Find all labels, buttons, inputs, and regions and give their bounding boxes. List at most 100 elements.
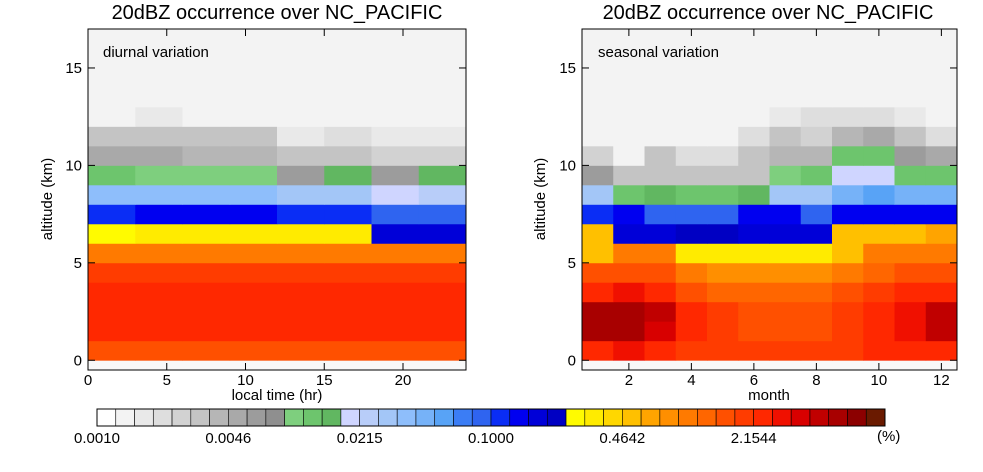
colorbar-swatch bbox=[134, 408, 154, 427]
diurnal-heatmap-cell bbox=[182, 340, 231, 361]
seasonal-heatmap-cell bbox=[582, 48, 614, 69]
seasonal-heatmap-cell bbox=[644, 204, 677, 225]
diurnal-heatmap-cell bbox=[277, 340, 325, 361]
seasonal-heatmap-cell bbox=[582, 223, 614, 244]
diurnal-panel: 20dBZ occurrence over NC_PACIFIC 0 5 10 15 2… bbox=[39, 2, 467, 404]
diurnal-heatmap-cell bbox=[277, 165, 325, 186]
diurnal-heatmap-cell bbox=[371, 301, 420, 322]
colorbar-swatch bbox=[96, 408, 117, 427]
seasonal-heatmap-cell bbox=[832, 67, 864, 88]
diurnal-heatmap-cell bbox=[229, 87, 278, 108]
diurnal-heatmap-cell bbox=[88, 126, 136, 147]
seasonal-heatmap-cell bbox=[925, 301, 958, 322]
seasonal-heatmap-cell bbox=[707, 87, 739, 108]
diurnal-heatmap-cell bbox=[418, 243, 467, 264]
diurnal-x-tick-label: 20 bbox=[395, 372, 412, 389]
diurnal-heatmap-cell bbox=[277, 301, 325, 322]
diurnal-heatmap-cell bbox=[277, 243, 325, 264]
diurnal-heatmap-cell bbox=[182, 29, 231, 49]
diurnal-heatmap-cell bbox=[371, 243, 420, 264]
diurnal-heatmap-cell bbox=[88, 165, 136, 186]
seasonal-x-tick-label: 6 bbox=[750, 372, 758, 389]
colorbar-swatch bbox=[828, 408, 848, 427]
colorbar-tick-label: 0.1000 bbox=[468, 430, 514, 447]
diurnal-heatmap-cell bbox=[135, 282, 183, 303]
seasonal-heatmap-cell bbox=[800, 243, 833, 264]
colorbar-swatch bbox=[809, 408, 830, 427]
seasonal-heatmap-cell bbox=[863, 204, 895, 225]
diurnal-heatmap-cell bbox=[182, 204, 231, 225]
seasonal-heatmap-cell bbox=[894, 262, 927, 283]
diurnal-heatmap-cell bbox=[229, 301, 278, 322]
colorbar-swatch bbox=[321, 408, 342, 427]
seasonal-heatmap-cell bbox=[832, 340, 864, 361]
diurnal-heatmap-cell bbox=[182, 165, 231, 186]
colorbar-swatch bbox=[152, 408, 173, 427]
seasonal-heatmap-cell bbox=[613, 67, 645, 88]
seasonal-heatmap-cell bbox=[894, 165, 927, 186]
seasonal-heatmap-cell bbox=[675, 301, 708, 322]
seasonal-heatmap-cell bbox=[769, 126, 802, 147]
seasonal-heatmap-cell bbox=[769, 29, 802, 49]
seasonal-heatmap-cell bbox=[832, 243, 864, 264]
diurnal-heatmap-cell bbox=[229, 262, 278, 283]
diurnal-heatmap-cell bbox=[324, 29, 372, 49]
seasonal-heatmap-cell bbox=[582, 282, 614, 303]
diurnal-heatmap-cell bbox=[371, 29, 420, 49]
seasonal-y-tick-label: 10 bbox=[559, 157, 576, 174]
diurnal-title: 20dBZ occurrence over NC_PACIFIC bbox=[112, 2, 443, 24]
diurnal-heatmap-cell bbox=[182, 126, 231, 147]
diurnal-heatmap-cell bbox=[324, 204, 372, 225]
diurnal-heatmap-cell bbox=[324, 340, 372, 361]
seasonal-heatmap-cell bbox=[769, 243, 802, 264]
seasonal-heatmap-cell bbox=[582, 340, 614, 361]
diurnal-heatmap-cell bbox=[277, 282, 325, 303]
colorbar-swatch bbox=[378, 408, 398, 427]
seasonal-y-tick-label: 0 bbox=[568, 352, 576, 369]
diurnal-heatmap-cell bbox=[277, 262, 325, 283]
seasonal-heatmap-cell bbox=[644, 223, 677, 244]
diurnal-heatmap-cell bbox=[229, 340, 278, 361]
seasonal-heatmap-cell bbox=[613, 184, 645, 205]
seasonal-heatmap-cell bbox=[925, 184, 958, 205]
seasonal-heatmap-cell bbox=[613, 301, 645, 322]
seasonal-heatmap-cell bbox=[863, 106, 895, 127]
diurnal-heatmap-cell bbox=[135, 126, 183, 147]
seasonal-heatmap-cell bbox=[738, 126, 770, 147]
colorbar-swatches bbox=[96, 408, 886, 427]
colorbar-swatch bbox=[490, 408, 511, 427]
diurnal-heatmap-cell bbox=[88, 29, 136, 49]
seasonal-heatmap-cell bbox=[800, 321, 833, 342]
diurnal-heatmap-cell bbox=[135, 301, 183, 322]
seasonal-heatmap-cell bbox=[863, 29, 895, 49]
colorbar-swatch bbox=[396, 408, 417, 427]
diurnal-heatmap-cell bbox=[135, 184, 183, 205]
seasonal-heatmap-cell bbox=[769, 223, 802, 244]
colorbar-swatch bbox=[697, 408, 717, 427]
colorbar-swatch bbox=[659, 408, 679, 427]
seasonal-heatmap-cell bbox=[894, 67, 927, 88]
diurnal-heatmap-cell bbox=[371, 321, 420, 342]
colorbar-swatch bbox=[340, 408, 360, 427]
diurnal-heatmap-cell bbox=[418, 223, 467, 244]
seasonal-heatmap-cell bbox=[707, 67, 739, 88]
seasonal-heatmap-cell bbox=[863, 87, 895, 108]
seasonal-heatmap-cell bbox=[613, 145, 645, 166]
diurnal-heatmap-cell bbox=[88, 204, 136, 225]
seasonal-heatmap-cell bbox=[582, 301, 614, 322]
seasonal-heatmap-cell bbox=[675, 321, 708, 342]
diurnal-heatmap-cell bbox=[418, 282, 467, 303]
seasonal-heatmap-cell bbox=[832, 48, 864, 69]
diurnal-heatmap-cell bbox=[418, 165, 467, 186]
seasonal-heatmap-cell bbox=[925, 67, 958, 88]
diurnal-heatmap-cell bbox=[182, 282, 231, 303]
diurnal-heatmap-cell bbox=[135, 321, 183, 342]
seasonal-heatmap-cell bbox=[582, 204, 614, 225]
seasonal-heatmap-cell bbox=[832, 145, 864, 166]
diurnal-heatmap-cell bbox=[88, 262, 136, 283]
colorbar-tick-labels: 0.0010 0.0046 0.0215 0.1000 0.4642 2.1544 bbox=[74, 430, 777, 447]
seasonal-heatmap-cell bbox=[675, 223, 708, 244]
seasonal-heatmap-cell bbox=[894, 243, 927, 264]
diurnal-heatmap-cell bbox=[229, 223, 278, 244]
seasonal-heatmap-cell bbox=[613, 48, 645, 69]
